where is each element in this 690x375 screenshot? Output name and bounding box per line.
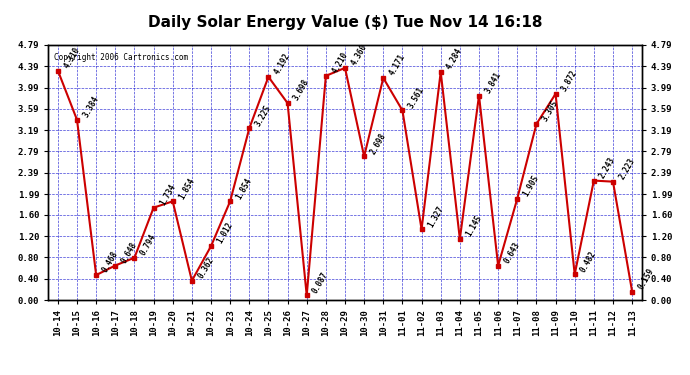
Text: 3.384: 3.384 <box>81 94 101 119</box>
Text: 4.310: 4.310 <box>62 45 81 70</box>
Text: 1.854: 1.854 <box>235 176 254 201</box>
Text: 2.243: 2.243 <box>598 155 618 180</box>
Text: 2.698: 2.698 <box>368 131 388 156</box>
Text: 0.648: 0.648 <box>119 240 139 265</box>
Text: 3.305: 3.305 <box>540 99 560 123</box>
Text: 0.643: 0.643 <box>502 240 522 265</box>
Text: 0.468: 0.468 <box>100 250 119 274</box>
Text: 0.159: 0.159 <box>636 266 656 291</box>
Text: 3.872: 3.872 <box>560 69 579 93</box>
Text: 3.225: 3.225 <box>253 103 273 128</box>
Text: 3.698: 3.698 <box>292 78 311 102</box>
Text: 1.145: 1.145 <box>464 214 484 238</box>
Text: 4.360: 4.360 <box>349 43 368 67</box>
Text: 4.210: 4.210 <box>330 51 349 75</box>
Text: 0.482: 0.482 <box>579 249 598 274</box>
Text: 1.012: 1.012 <box>215 221 235 245</box>
Text: 3.841: 3.841 <box>483 70 502 95</box>
Text: 0.794: 0.794 <box>139 232 158 257</box>
Text: 0.362: 0.362 <box>196 255 215 280</box>
Text: 1.327: 1.327 <box>426 204 445 229</box>
Text: 4.192: 4.192 <box>273 51 292 76</box>
Text: 1.734: 1.734 <box>158 182 177 207</box>
Text: Daily Solar Energy Value ($) Tue Nov 14 16:18: Daily Solar Energy Value ($) Tue Nov 14 … <box>148 15 542 30</box>
Text: 2.223: 2.223 <box>617 156 636 181</box>
Text: 1.905: 1.905 <box>522 173 541 198</box>
Text: 0.087: 0.087 <box>311 270 331 295</box>
Text: 3.561: 3.561 <box>406 85 426 109</box>
Text: 4.284: 4.284 <box>445 46 464 71</box>
Text: 1.854: 1.854 <box>177 176 196 201</box>
Text: 4.171: 4.171 <box>388 53 407 77</box>
Text: Copyright 2006 Cartronics.com: Copyright 2006 Cartronics.com <box>55 53 188 62</box>
